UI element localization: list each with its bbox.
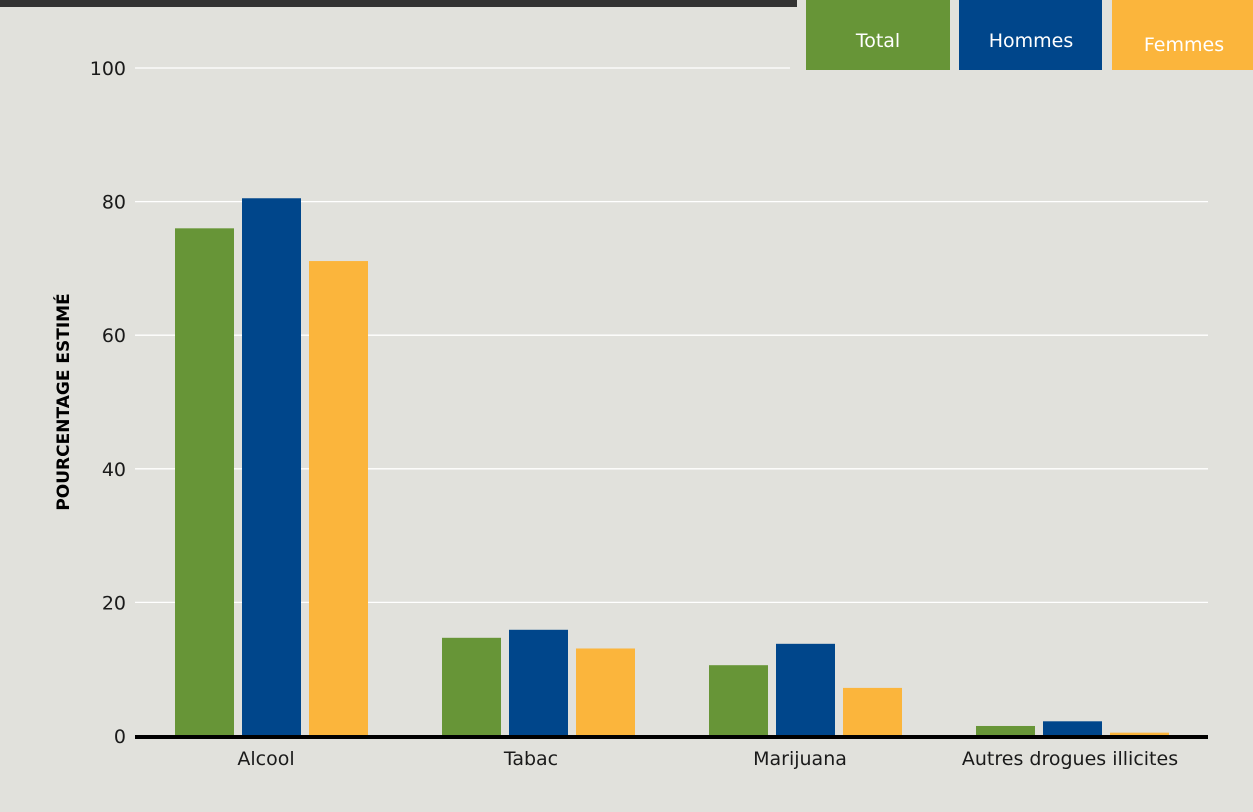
legend: Total Hommes Femmes bbox=[797, 0, 1253, 74]
y-tick-80: 80 bbox=[102, 192, 126, 214]
category-label-3: Autres drogues illicites bbox=[962, 748, 1178, 770]
bar-marijuana-femmes bbox=[843, 687, 902, 736]
bar-marijuana-total bbox=[709, 665, 768, 736]
category-labels: Alcool Tabac Marijuana Autres drogues illic… bbox=[237, 748, 1178, 770]
bar-alcool-hommes bbox=[242, 198, 301, 736]
legend-swatch-femmes bbox=[1112, 0, 1253, 70]
legend-swatch-total bbox=[806, 0, 950, 70]
bars bbox=[175, 198, 1169, 736]
bar-autres-drogues-illicites-hommes bbox=[1043, 721, 1102, 736]
y-tick-labels: 0 20 40 60 80 100 bbox=[90, 58, 126, 748]
bar-tabac-hommes bbox=[509, 629, 568, 736]
y-tick-60: 60 bbox=[102, 325, 126, 347]
legend-label-hommes: Hommes bbox=[989, 30, 1074, 52]
legend-label-total: Total bbox=[855, 30, 900, 52]
bar-autres-drogues-illicites-total bbox=[976, 725, 1035, 736]
top-bar bbox=[0, 0, 1253, 7]
legend-label-femmes: Femmes bbox=[1144, 34, 1224, 56]
y-tick-0: 0 bbox=[114, 726, 126, 748]
category-label-1: Tabac bbox=[503, 748, 558, 770]
bar-alcool-total bbox=[175, 228, 234, 736]
category-label-2: Marijuana bbox=[753, 748, 847, 770]
y-tick-100: 100 bbox=[90, 58, 126, 80]
bar-autres-drogues-illicites-femmes bbox=[1110, 732, 1169, 736]
bar-alcool-femmes bbox=[309, 261, 368, 736]
bar-marijuana-hommes bbox=[776, 643, 835, 736]
bar-tabac-femmes bbox=[576, 648, 635, 736]
legend-swatch-hommes bbox=[959, 0, 1102, 70]
y-axis-label: POURCENTAGE ESTIMÉ bbox=[52, 293, 74, 510]
y-tick-40: 40 bbox=[102, 459, 126, 481]
category-label-0: Alcool bbox=[237, 748, 294, 770]
bar-tabac-total bbox=[442, 637, 501, 736]
y-tick-20: 20 bbox=[102, 592, 126, 614]
